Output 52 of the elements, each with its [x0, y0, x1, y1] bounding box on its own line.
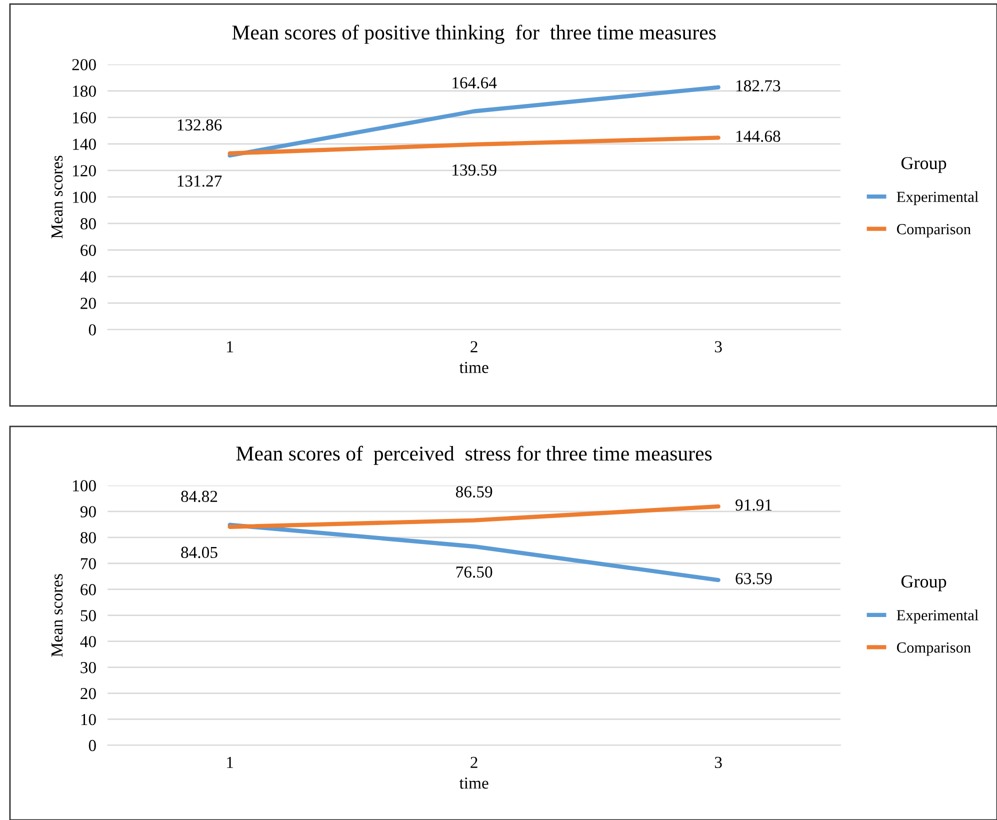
data-label: 91.91: [736, 499, 772, 511]
y-tick-label: 180: [73, 86, 96, 97]
x-tick-label: 3: [714, 756, 722, 768]
chart-title: Mean scores of positive thinking for three time measures: [232, 24, 716, 44]
data-label: 139.59: [452, 164, 496, 176]
y-tick-label: 10: [81, 714, 96, 726]
y-tick-label: 80: [80, 218, 96, 230]
y-axis-title: Mean scores: [52, 156, 63, 238]
y-tick-label: 140: [73, 138, 96, 150]
y-tick-label: 40: [80, 636, 96, 648]
x-tick-label: 1: [227, 341, 233, 352]
data-label: 76.50: [456, 566, 492, 578]
y-tick-label: 20: [80, 688, 96, 700]
y-tick-label: 100: [73, 480, 96, 492]
y-tick-label: 100: [73, 192, 96, 203]
x-tick-label: 2: [470, 756, 478, 768]
y-tick-label: 0: [88, 324, 96, 336]
legend-label: Comparison: [897, 642, 971, 656]
data-label: 182.73: [736, 80, 780, 92]
data-label: 84.82: [181, 490, 218, 502]
legend-label: Comparison: [897, 224, 971, 238]
x-tick-label: 3: [714, 341, 722, 352]
y-tick-label: 20: [80, 298, 96, 309]
chart-title: Mean scores of perceived stress for three time measures: [236, 446, 712, 465]
y-tick-label: 60: [80, 244, 96, 256]
x-tick-label: 2: [470, 341, 478, 352]
y-tick-label: 70: [80, 558, 96, 570]
data-label: 132.86: [178, 119, 222, 131]
y-tick-label: 0: [88, 740, 96, 752]
x-axis-title: time: [459, 778, 488, 789]
legend-label: Experimental: [896, 191, 978, 206]
y-tick-label: 200: [72, 59, 96, 70]
legend-title: Group: [901, 575, 946, 592]
y-tick-label: 40: [80, 271, 96, 282]
y-tick-label: 80: [80, 532, 96, 544]
x-axis-title: time: [459, 362, 488, 374]
data-label: 131.27: [178, 175, 222, 187]
data-label: 84.05: [181, 546, 218, 558]
y-tick-label: 30: [80, 662, 96, 674]
legend-title: Group: [901, 157, 946, 173]
y-tick-label: 60: [80, 584, 96, 596]
legend-label: Experimental: [896, 610, 978, 624]
y-axis-title: Mean scores: [52, 574, 63, 657]
data-label: 63.59: [736, 572, 772, 584]
y-tick-label: 90: [80, 506, 96, 518]
data-label: 164.64: [452, 77, 497, 88]
y-tick-label: 50: [80, 610, 96, 622]
x-tick-label: 1: [227, 756, 233, 768]
data-label: 144.68: [736, 130, 780, 142]
data-label: 86.59: [456, 486, 492, 498]
y-tick-label: 120: [73, 165, 96, 176]
y-tick-label: 160: [73, 112, 96, 124]
